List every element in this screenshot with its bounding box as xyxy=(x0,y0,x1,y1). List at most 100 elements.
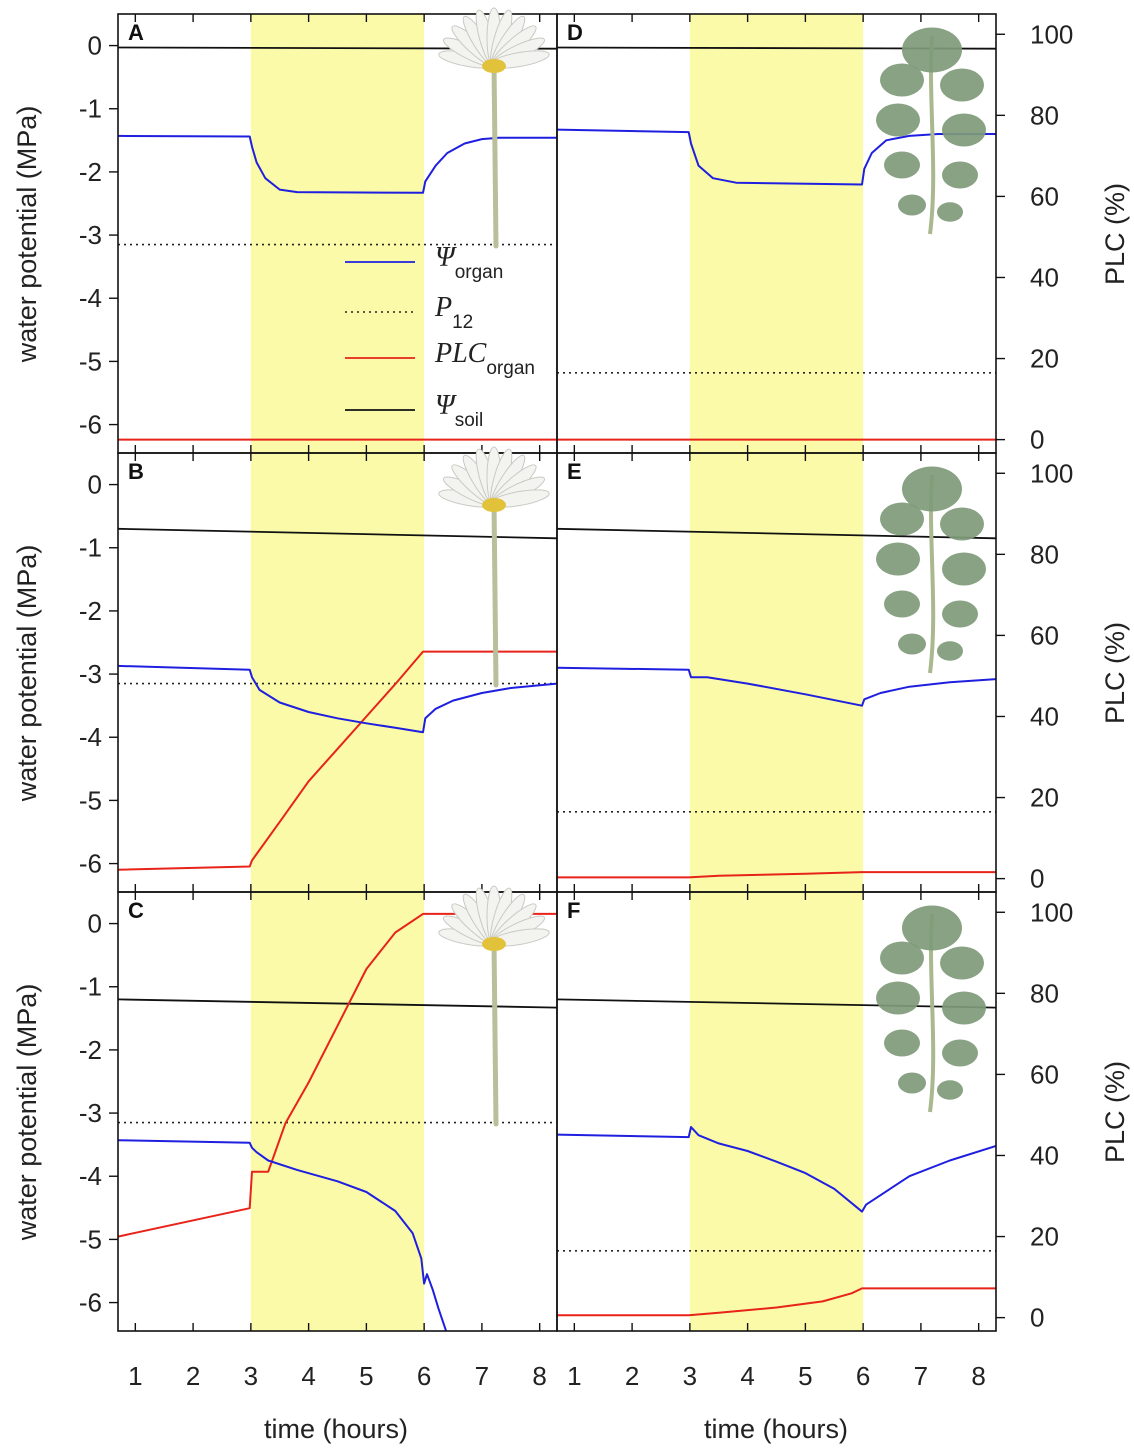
series-layer xyxy=(118,46,996,1331)
flower-stem-a xyxy=(491,61,499,249)
legend-sub-plc_organ: organ xyxy=(486,358,535,379)
legend-label-psi_organ: Ψorgan xyxy=(435,242,503,283)
plc-tick-label-e-40: 40 xyxy=(1030,701,1059,731)
x-tick-label-f-8: 8 xyxy=(971,1361,985,1391)
psi-organ-line-e xyxy=(557,666,996,707)
y-axis-title-top: water potential (MPa) xyxy=(12,106,42,364)
y-tick-label-c--1: -1 xyxy=(79,972,102,1002)
psi-organ-line-d xyxy=(557,128,996,186)
legend-sub-psi_organ: organ xyxy=(455,262,504,283)
psi-soil-line-c xyxy=(118,998,557,1009)
y-tick-label-b-0: 0 xyxy=(88,470,102,500)
leaf-lobe-d xyxy=(880,63,924,97)
psi-soil-line-f xyxy=(557,998,996,1009)
psi-organ-line-a xyxy=(118,134,557,194)
leaf-lobe-d xyxy=(902,27,962,73)
legend-symbol-psi_soil: Ψ xyxy=(435,390,457,421)
plc-axis-title-middle: PLC (%) xyxy=(1100,622,1130,724)
plc-tick-label-d-60: 60 xyxy=(1030,181,1059,211)
panel-c-series xyxy=(118,912,557,1331)
x-tick-label-f-5: 5 xyxy=(798,1361,812,1391)
x-tick-label-f-3: 3 xyxy=(683,1361,697,1391)
leaf-lobe-d xyxy=(898,194,926,216)
leaf-lobe-d xyxy=(942,161,978,189)
y-tick-label-c--4: -4 xyxy=(79,1161,102,1191)
flower-illustration-b xyxy=(438,446,550,688)
panel-letter-f: F xyxy=(567,898,580,923)
y-tick-label-c--5: -5 xyxy=(79,1224,102,1254)
plc-axis-title-top: PLC (%) xyxy=(1100,183,1130,285)
y-tick-label-b--4: -4 xyxy=(79,722,102,752)
leaf-lobe-e xyxy=(902,466,962,512)
y-tick-label-a--2: -2 xyxy=(79,157,102,187)
leaf-lobe-d xyxy=(937,202,963,222)
flower-center-c xyxy=(482,937,506,951)
leaf-lobe-f xyxy=(937,1080,963,1100)
plc-tick-label-e-0: 0 xyxy=(1030,864,1044,894)
y-tick-label-a--1: -1 xyxy=(79,94,102,124)
leaf-lobe-f xyxy=(884,1029,920,1057)
highlight-band-d xyxy=(689,14,864,453)
psi-soil-line-e xyxy=(557,527,996,540)
leaf-lobe-d xyxy=(884,151,920,179)
x-tick-label-c-3: 3 xyxy=(244,1361,258,1391)
leaf-lobe-f xyxy=(940,946,984,980)
leaf-lobe-f xyxy=(942,1039,978,1067)
frame-layer xyxy=(117,13,997,1332)
leaf-illustration-f xyxy=(876,905,986,1113)
leaf-lobe-e xyxy=(876,542,920,576)
panel-b-series xyxy=(118,527,557,871)
legend-label-plc_organ: PLCorgan xyxy=(434,338,535,379)
flower-illustration-a xyxy=(438,7,550,249)
legend-label-p12: P12 xyxy=(434,292,473,333)
leaf-lobe-f xyxy=(902,905,962,951)
y-tick-label-c--3: -3 xyxy=(79,1098,102,1128)
psi-organ-line-b xyxy=(118,664,557,734)
leaf-lobe-e xyxy=(880,502,924,536)
panel-letter-e: E xyxy=(567,459,582,484)
highlight-layer xyxy=(250,14,864,1331)
panel-e-series xyxy=(557,527,996,879)
legend-symbol-plc_organ: PLC xyxy=(434,338,487,369)
plc-tick-label-d-20: 20 xyxy=(1030,344,1059,374)
flower-stem-c xyxy=(491,939,499,1127)
plc-tick-label-e-80: 80 xyxy=(1030,539,1059,569)
y-tick-label-a--5: -5 xyxy=(79,346,102,376)
plc-tick-label-f-0: 0 xyxy=(1030,1303,1044,1333)
plc-tick-label-f-100: 100 xyxy=(1030,897,1073,927)
leaf-lobe-d xyxy=(942,113,986,147)
y-tick-label-a-0: 0 xyxy=(88,31,102,61)
panel-letter-c: C xyxy=(128,898,144,923)
flower-stem-b xyxy=(491,500,499,688)
panel-f-series xyxy=(557,998,996,1317)
illustration-layer xyxy=(438,7,986,1127)
x-tick-label-f-7: 7 xyxy=(914,1361,928,1391)
legend-symbol-psi_organ: Ψ xyxy=(435,242,457,273)
leaf-illustration-d xyxy=(876,27,986,235)
legend-symbol-p12: P xyxy=(434,292,452,323)
leaf-lobe-e xyxy=(884,590,920,618)
plc-tick-label-d-0: 0 xyxy=(1030,425,1044,455)
plc-tick-label-f-20: 20 xyxy=(1030,1222,1059,1252)
tick-layer: A0-1-2-3-4-5-6B0-1-2-3-4-5-6C1 2 3 4 5 6 7 80-1… xyxy=(79,14,1073,1391)
legend-label-psi_soil: Ψsoil xyxy=(435,390,483,431)
leaf-lobe-e xyxy=(898,633,926,655)
panel-letter-d: D xyxy=(567,20,583,45)
y-tick-label-b--3: -3 xyxy=(79,659,102,689)
y-tick-label-b--6: -6 xyxy=(79,849,102,879)
x-axis-title-right: time (hours) xyxy=(704,1414,848,1444)
psi-organ-line-f xyxy=(557,1126,996,1213)
plc-tick-label-e-100: 100 xyxy=(1030,458,1073,488)
x-tick-label-f-1: 1 xyxy=(567,1361,581,1391)
y-tick-label-c--2: -2 xyxy=(79,1035,102,1065)
plc-organ-line-c xyxy=(118,912,557,1238)
y-tick-label-a--6: -6 xyxy=(79,410,102,440)
plc-organ-line-e xyxy=(557,871,996,879)
leaf-lobe-d xyxy=(940,68,984,102)
plc-tick-label-d-100: 100 xyxy=(1030,19,1073,49)
highlight-band-f xyxy=(689,892,864,1331)
panel-letter-a: A xyxy=(128,20,144,45)
plc-tick-label-f-60: 60 xyxy=(1030,1059,1059,1089)
plc-tick-label-d-40: 40 xyxy=(1030,262,1059,292)
